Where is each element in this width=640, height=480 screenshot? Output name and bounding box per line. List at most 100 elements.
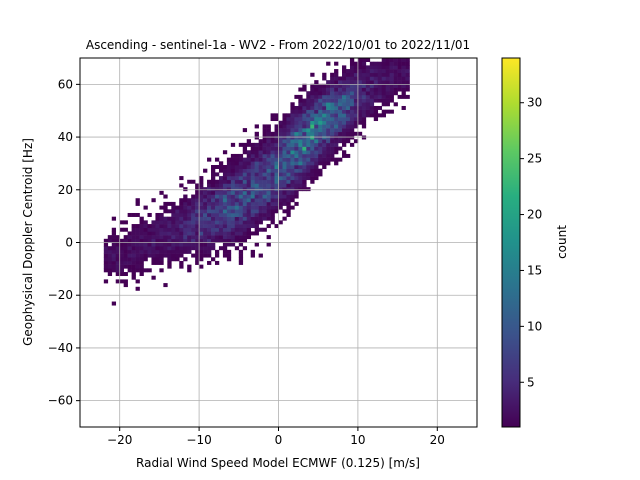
heatmap-cell	[373, 91, 379, 96]
heatmap-cell	[230, 212, 236, 217]
heatmap-cell	[147, 235, 152, 240]
heatmap-cell	[330, 120, 335, 125]
heatmap-cell	[385, 65, 390, 70]
heatmap-cell	[306, 157, 311, 162]
heatmap-cell	[119, 249, 124, 254]
heatmap-cell	[377, 94, 383, 99]
heatmap-cell	[211, 238, 216, 243]
heatmap-cell	[353, 83, 359, 88]
heatmap-cell	[286, 161, 291, 166]
heatmap-cell	[330, 124, 335, 129]
heatmap-cell	[286, 113, 291, 118]
heatmap-cell	[357, 58, 363, 62]
heatmap-cell	[274, 139, 279, 144]
heatmap-cell	[361, 69, 367, 74]
heatmap-cell	[199, 246, 204, 251]
heatmap-cell	[389, 72, 394, 77]
heatmap-cell	[322, 102, 327, 107]
heatmap-cell	[163, 216, 168, 221]
heatmap-cell	[230, 231, 236, 236]
heatmap-cell	[211, 220, 216, 225]
heatmap-cell	[143, 257, 148, 262]
heatmap-cell	[195, 242, 200, 247]
heatmap-cell	[330, 113, 335, 118]
heatmap-cell	[286, 183, 291, 188]
heatmap-cell	[401, 72, 406, 77]
heatmap-cell	[163, 283, 168, 288]
heatmap-cell	[171, 224, 176, 229]
heatmap-cell	[203, 168, 208, 173]
heatmap-cell	[254, 194, 259, 199]
heatmap-cell	[131, 227, 136, 232]
heatmap-cell	[330, 139, 335, 144]
heatmap-cell	[199, 224, 204, 229]
heatmap-cell	[302, 142, 307, 147]
heatmap-cell	[282, 190, 287, 195]
heatmap-cell	[314, 91, 319, 96]
heatmap-cell	[266, 153, 271, 158]
heatmap-cell	[397, 83, 402, 88]
heatmap-cell	[266, 176, 271, 181]
heatmap-cell	[250, 216, 255, 221]
heatmap-cell	[326, 124, 331, 129]
heatmap-cell	[381, 61, 386, 66]
heatmap-cell	[274, 179, 279, 184]
heatmap-cell	[119, 246, 124, 251]
heatmap-cell	[230, 205, 236, 210]
heatmap-cell	[214, 190, 220, 195]
heatmap-cell	[230, 190, 236, 195]
heatmap-cell	[151, 257, 156, 262]
heatmap-cell	[254, 146, 259, 151]
heatmap-cell	[270, 201, 275, 206]
heatmap-cell	[266, 216, 271, 221]
heatmap-cell	[131, 268, 136, 273]
heatmap-cell	[381, 113, 386, 118]
heatmap-cell	[139, 249, 144, 254]
heatmap-cell	[314, 87, 319, 92]
heatmap-cell	[234, 190, 240, 195]
heatmap-cell	[179, 238, 184, 243]
heatmap-cell	[123, 283, 128, 288]
heatmap-cell	[131, 275, 136, 280]
heatmap-cell	[342, 94, 347, 99]
heatmap-cell	[353, 98, 359, 103]
heatmap-cell	[290, 172, 295, 177]
heatmap-cell	[159, 227, 164, 232]
heatmap-cell	[334, 98, 339, 103]
colorbar-label: count	[555, 225, 569, 259]
heatmap-cell	[310, 94, 315, 99]
heatmap-cell	[135, 257, 140, 262]
heatmap-cell	[262, 139, 267, 144]
heatmap-cell	[326, 117, 331, 122]
heatmap-cell	[274, 205, 279, 210]
heatmap-cell	[345, 109, 351, 114]
heatmap-cell	[230, 235, 236, 240]
heatmap-cell	[349, 120, 355, 125]
heatmap-cell	[226, 257, 232, 262]
heatmap-cell	[318, 168, 323, 173]
heatmap-cell	[278, 128, 283, 133]
heatmap-cell	[326, 135, 331, 140]
heatmap-cell	[318, 117, 323, 122]
heatmap-cell	[195, 235, 200, 240]
heatmap-cell	[361, 124, 367, 129]
heatmap-cell	[203, 216, 208, 221]
heatmap-cell	[258, 176, 263, 181]
x-tick-label: 10	[350, 433, 365, 447]
heatmap-cell	[234, 176, 240, 181]
heatmap-cell	[310, 150, 315, 155]
heatmap-cell	[199, 201, 204, 206]
heatmap-cell	[143, 268, 148, 273]
heatmap-cell	[345, 105, 351, 110]
heatmap-cell	[238, 161, 244, 166]
heatmap-cell	[334, 161, 339, 166]
heatmap-cell	[234, 235, 240, 240]
heatmap-cell	[357, 61, 363, 66]
heatmap-cell	[179, 264, 184, 269]
heatmap-cell	[266, 242, 271, 247]
heatmap-cell	[290, 161, 295, 166]
heatmap-cell	[322, 72, 327, 77]
heatmap-cell	[278, 194, 283, 199]
heatmap-cell	[135, 286, 140, 291]
heatmap-cell	[139, 257, 144, 262]
